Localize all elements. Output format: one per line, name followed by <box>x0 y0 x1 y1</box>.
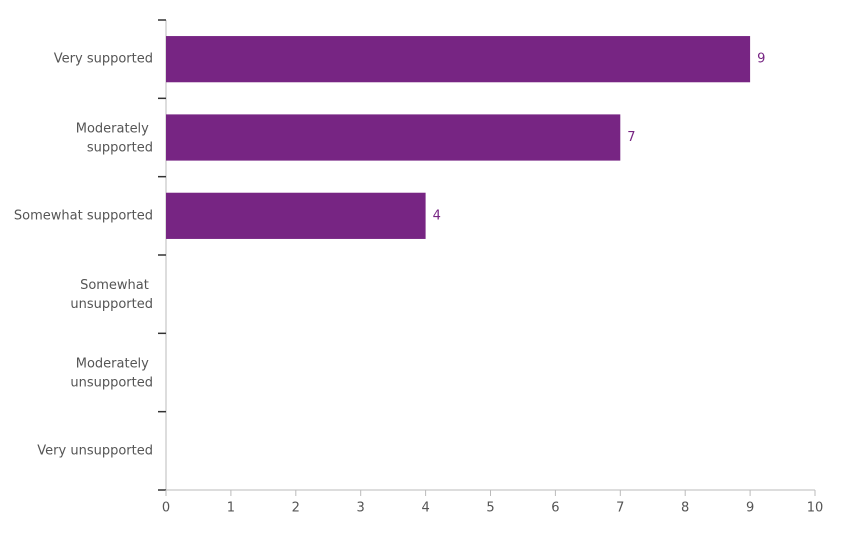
label-line: supported <box>87 140 153 155</box>
y-tick-label: Moderately unsupported <box>70 356 153 390</box>
label-line: unsupported <box>70 375 153 390</box>
value-label: 9 <box>757 52 765 67</box>
bar <box>166 114 621 161</box>
label-line: Moderately <box>76 121 153 136</box>
bar <box>166 192 426 239</box>
x-tick-label: 1 <box>227 501 235 516</box>
x-tick-label: 9 <box>746 501 754 516</box>
bar <box>166 36 751 83</box>
x-tick-label: 10 <box>807 501 824 516</box>
y-tick-label: Somewhat unsupported <box>70 278 153 312</box>
label-line: Somewhat <box>80 278 153 293</box>
x-tick-label: 0 <box>162 501 170 516</box>
x-tick-label: 8 <box>681 501 689 516</box>
x-tick-label: 2 <box>292 501 300 516</box>
y-tick-label: Very supported <box>54 52 153 67</box>
value-label: 7 <box>627 130 635 145</box>
x-tick-label: 3 <box>357 501 365 516</box>
value-label: 4 <box>433 208 441 223</box>
label-line: Moderately <box>76 356 153 371</box>
label-line: unsupported <box>70 297 153 312</box>
y-tick-label: Very unsupported <box>37 443 153 458</box>
x-tick-label: 5 <box>486 501 494 516</box>
y-tick-label: Somewhat supported <box>14 208 153 223</box>
y-tick-label: Moderately supported <box>76 121 153 155</box>
x-tick-label: 7 <box>616 501 624 516</box>
x-tick-label: 6 <box>551 501 559 516</box>
x-tick-label: 4 <box>421 501 429 516</box>
